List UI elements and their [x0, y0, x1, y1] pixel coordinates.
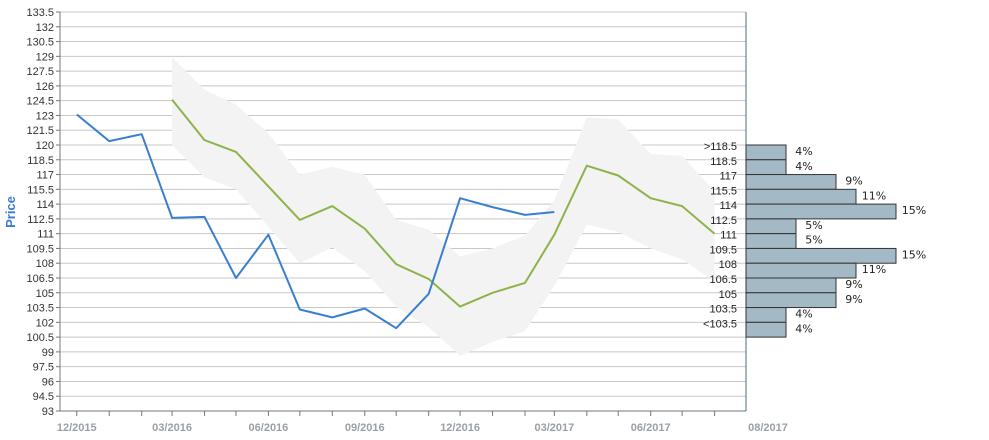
y-tick-label: 114 [36, 199, 54, 211]
y-tick-label: 99 [42, 347, 54, 359]
histogram-bar [745, 292, 837, 309]
x-tick-label: 12/2015 [57, 422, 97, 434]
histogram-bar [745, 144, 787, 161]
histogram-percent-label: 4% [795, 308, 812, 321]
y-axis-title: Price [3, 196, 18, 228]
histogram-bar [745, 233, 797, 249]
y-tick-label: 94.5 [33, 391, 54, 403]
y-tick-label: 103.5 [26, 303, 54, 315]
histogram-bin-label: 109.5 [709, 244, 737, 256]
y-tick-label: 130.5 [26, 37, 54, 49]
y-tick-label: 115.5 [27, 184, 54, 196]
histogram-bar [745, 203, 897, 220]
y-tick-label: 129 [36, 51, 54, 63]
x-tick-label: 08/2017 [748, 422, 788, 434]
y-tick-label: 106.5 [26, 273, 54, 285]
histogram-percent-label: 4% [795, 160, 812, 173]
histogram-bar [745, 174, 837, 190]
actual-price-line [76, 113, 555, 330]
histogram-percent-label: 11% [862, 189, 886, 202]
histogram-percent-label: 11% [862, 263, 886, 276]
histogram-percent-label: 4% [795, 145, 812, 158]
y-tick-label: 108 [36, 258, 54, 270]
x-tick-label: 03/2016 [152, 422, 192, 434]
forecast-line [171, 99, 716, 308]
y-tick-label: 96 [42, 376, 54, 388]
histogram-bar [745, 218, 797, 235]
forecast-range-band [172, 57, 715, 356]
histogram-bar [745, 321, 787, 338]
histogram-bin-label: 106.5 [709, 274, 737, 286]
histogram-percent-label: 9% [845, 278, 862, 291]
histogram-percent-label: 4% [795, 322, 812, 335]
y-axis-ticks: 133.5 132 130.5 129 127.5 126 124.5 123 121.5 120… [26, 7, 60, 418]
histogram-percent-label: 5% [805, 219, 822, 232]
x-tick-label: 06/2016 [249, 422, 289, 434]
histogram-bin-label: 115.5 [710, 185, 737, 197]
histogram-bar [745, 262, 857, 279]
histogram-bin-label: 105 [719, 289, 737, 301]
y-tick-label: 126 [36, 81, 54, 93]
series-lines-layer [76, 99, 716, 330]
histogram-bar [745, 247, 897, 264]
histogram-bin-label: 118.5 [710, 156, 737, 168]
histogram-percent-label: 9% [845, 293, 862, 306]
histogram-bin-label: >118.5 [704, 141, 737, 153]
x-axis-ticks: 12/2015 03/2016 06/2016 09/2016 12/2016 03/20… [57, 411, 788, 434]
histogram-bar [745, 307, 787, 323]
histogram-percent-label: 5% [805, 234, 822, 247]
x-tick-label: 09/2016 [345, 422, 385, 434]
histogram-bar [745, 188, 857, 205]
y-tick-label: 120 [36, 140, 54, 152]
y-tick-label: 102 [36, 317, 54, 329]
histogram-bin-label: 114 [719, 200, 737, 212]
histogram-percent-label: 9% [845, 175, 862, 188]
y-tick-label: 97.5 [33, 362, 54, 374]
histogram-bin-label: 103.5 [709, 304, 737, 316]
y-tick-label: 121.5 [26, 125, 54, 137]
histogram-bar [745, 159, 787, 176]
y-tick-label: 123 [36, 110, 54, 122]
y-tick-label: 132 [36, 22, 54, 34]
y-tick-label: 124.5 [26, 96, 54, 108]
histogram-percent-label: 15% [902, 204, 926, 217]
histogram-bin-label: 117 [719, 171, 737, 183]
y-tick-label: 111 [37, 229, 54, 241]
histogram-bin-label: <103.5 [703, 318, 737, 330]
histogram-bin-label: 111 [720, 230, 737, 242]
histogram-bin-label: 108 [719, 259, 737, 271]
y-tick-label: 105 [36, 288, 54, 300]
y-tick-label: 109.5 [26, 243, 54, 255]
forecast-band-layer [172, 57, 715, 356]
y-tick-label: 117 [36, 170, 54, 182]
y-tick-label: 127.5 [26, 66, 54, 78]
y-tick-label: 100.5 [26, 332, 54, 344]
y-tick-label: 118.5 [27, 155, 54, 167]
x-tick-label: 06/2017 [631, 422, 671, 434]
y-tick-label: 93 [42, 406, 54, 418]
histogram-bar [745, 277, 837, 294]
x-tick-label: 03/2017 [534, 422, 574, 434]
y-tick-label: 133.5 [26, 7, 54, 19]
y-tick-label: 112.5 [27, 214, 54, 226]
x-tick-label: 12/2016 [440, 422, 480, 434]
histogram: >118.5 4% 118.5 4% 117 9% 115.5 11% 114 15% 112.5 5… [703, 141, 926, 338]
histogram-percent-label: 15% [902, 248, 926, 261]
histogram-bin-label: 112.5 [710, 215, 737, 227]
